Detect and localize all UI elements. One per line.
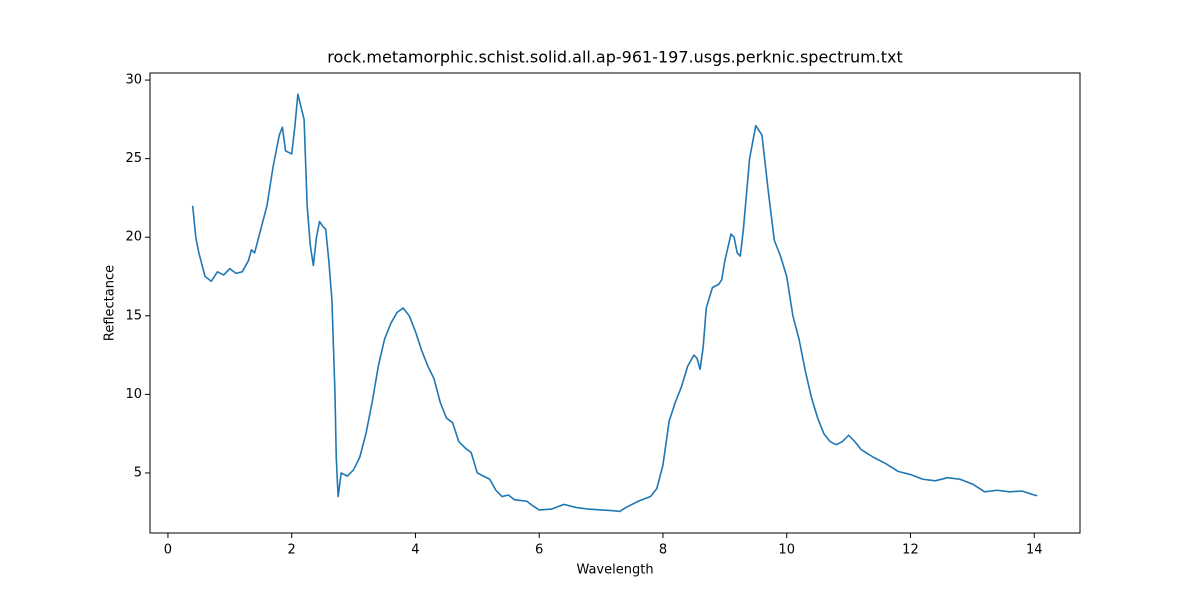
x-tick-label: 14: [1026, 543, 1043, 558]
x-tick-label: 4: [411, 543, 419, 558]
y-tick-label: 5: [134, 465, 142, 480]
x-tick-label: 0: [164, 543, 172, 558]
data-line: [191, 93, 1038, 513]
x-tick-label: 8: [659, 543, 667, 558]
y-tick-label: 25: [125, 151, 142, 166]
chart-title: rock.metamorphic.schist.solid.all.ap-961…: [327, 48, 903, 67]
x-tick-label: 10: [778, 543, 795, 558]
y-axis-label: Reflectance: [103, 265, 118, 341]
x-axis-label: Wavelength: [576, 563, 653, 578]
y-tick-label: 10: [125, 387, 142, 402]
y-tick-label: 30: [125, 73, 142, 88]
x-tick-label: 12: [902, 543, 919, 558]
y-tick-label: 20: [125, 230, 142, 245]
x-tick-label: 6: [535, 543, 543, 558]
plot-frame: [149, 72, 1081, 534]
y-tick-label: 15: [125, 308, 142, 323]
x-tick-label: 2: [288, 543, 296, 558]
